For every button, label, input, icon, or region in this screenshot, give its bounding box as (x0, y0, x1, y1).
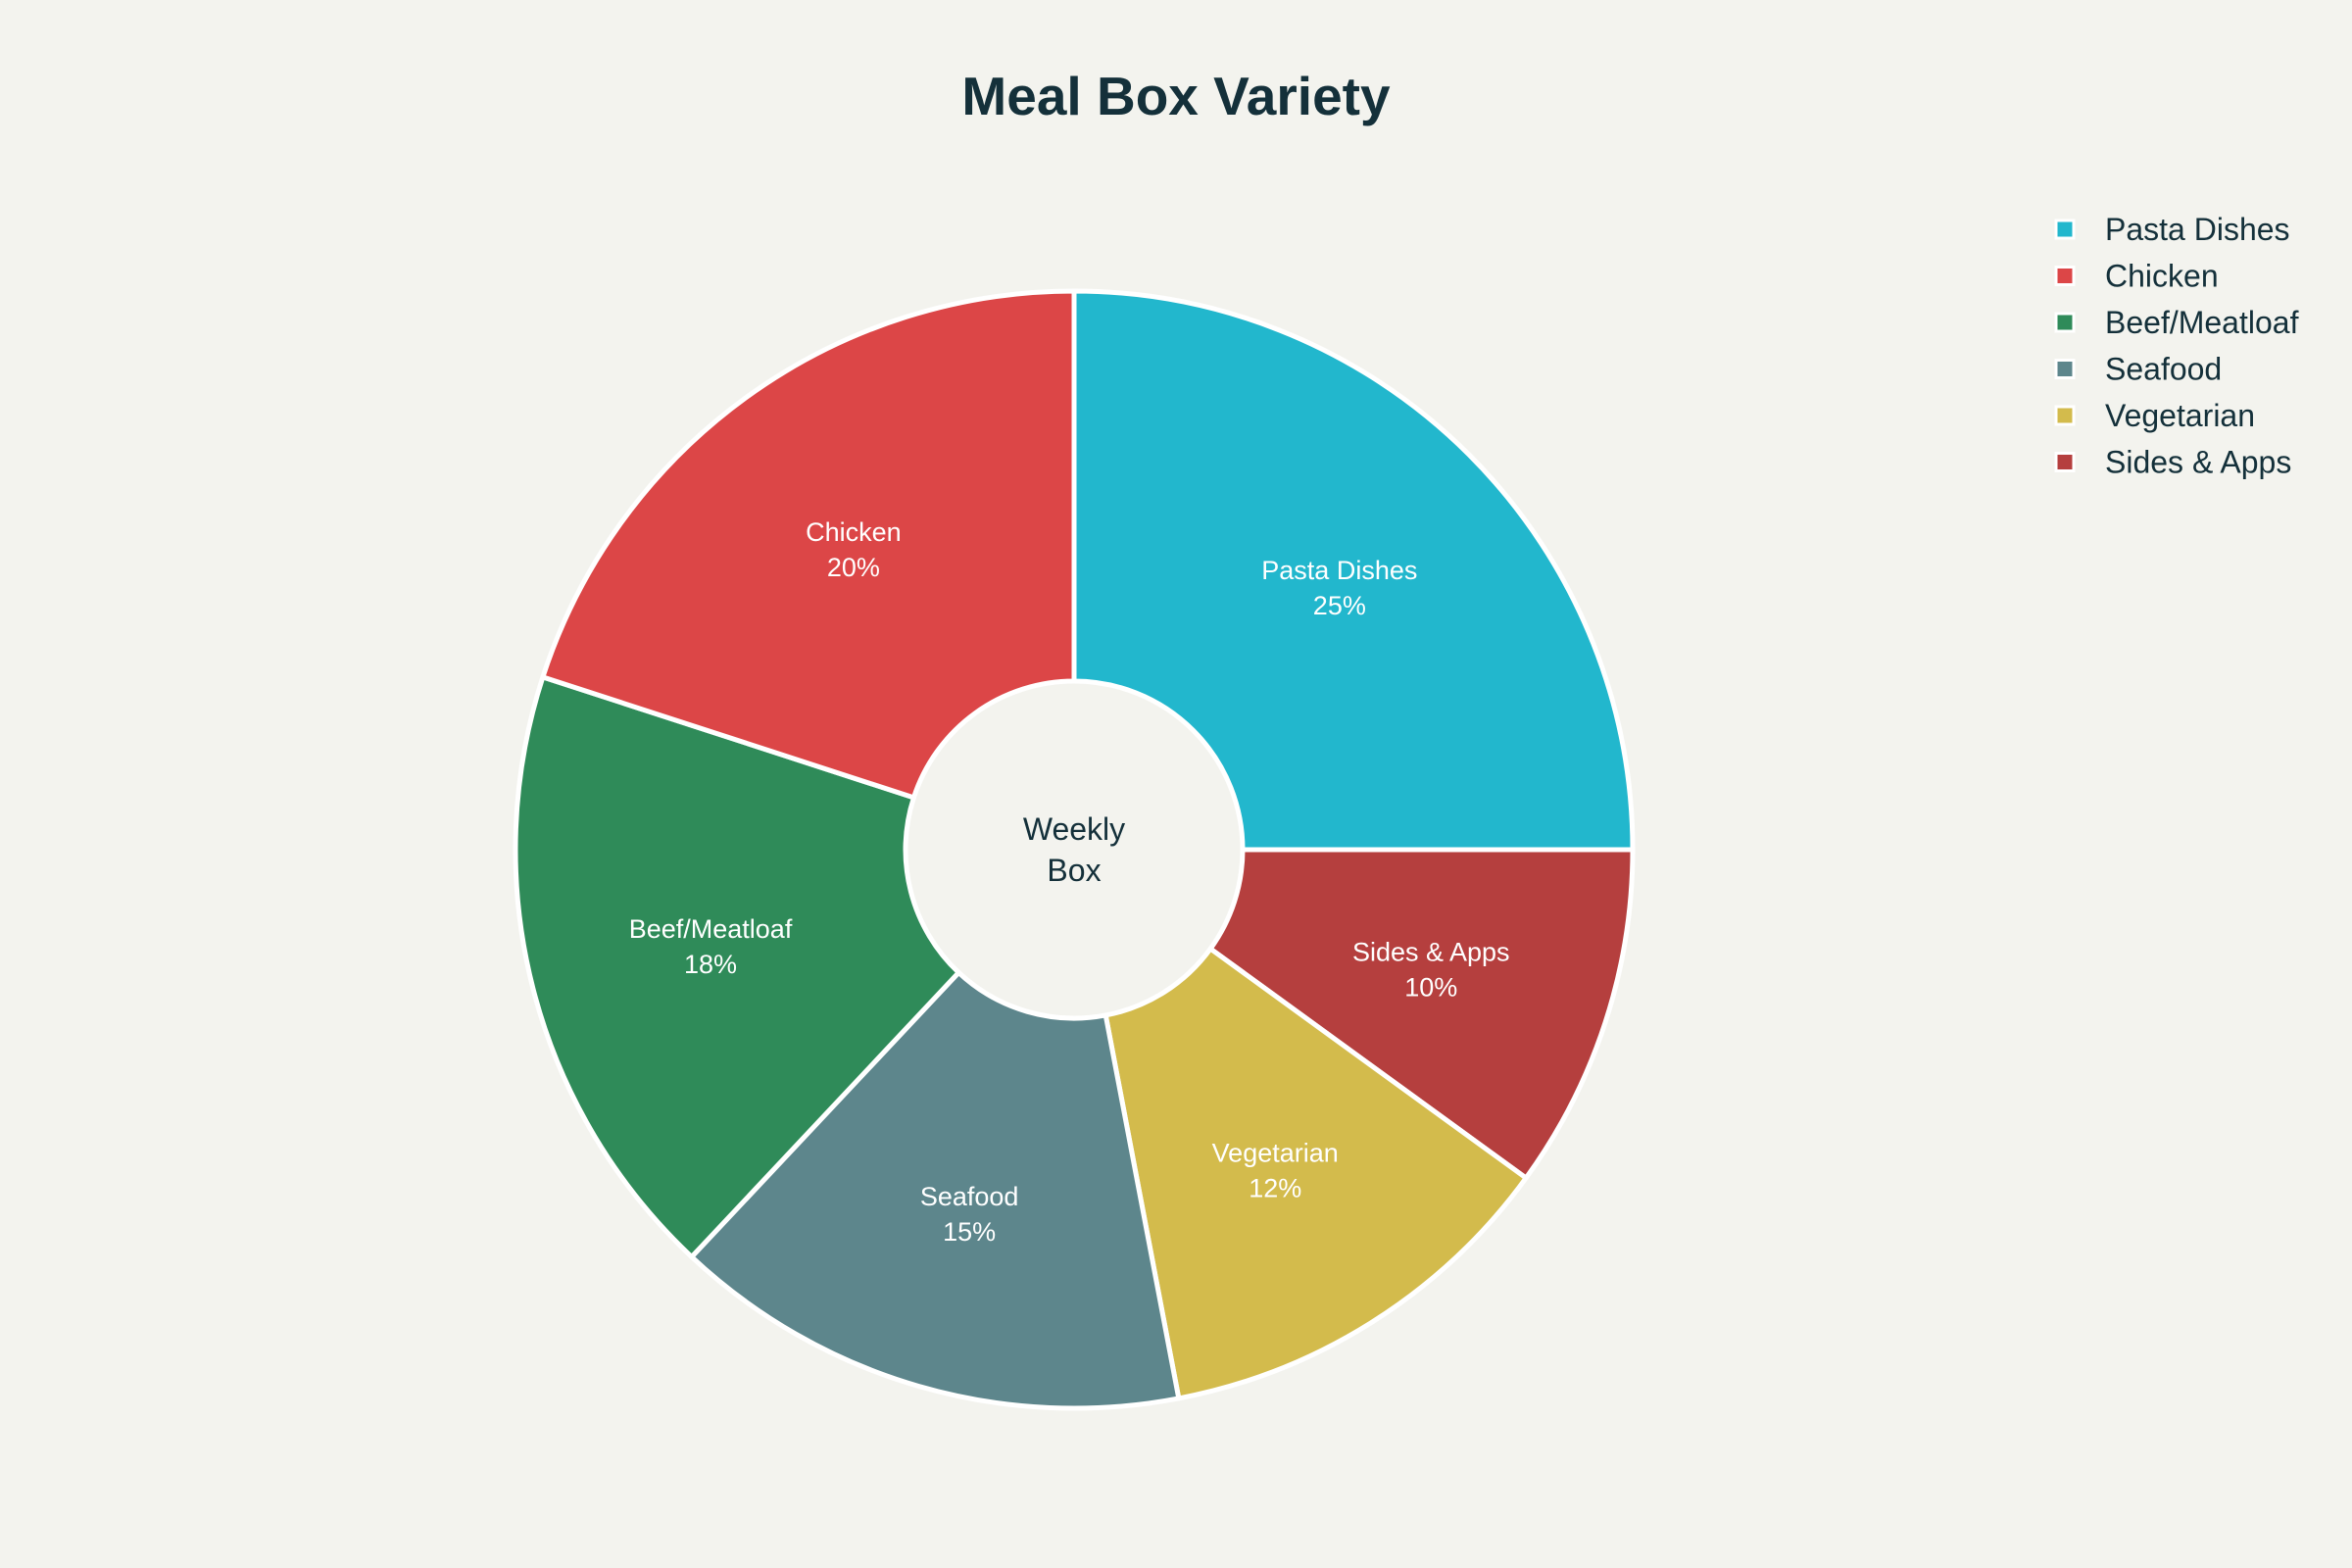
pie-slices (513, 288, 1636, 1411)
center-label-line-1: Weekly (1023, 811, 1125, 847)
slice-label-sides-apps: Sides & Apps (1352, 937, 1510, 966)
legend-swatch-sides-apps[interactable] (2054, 452, 2076, 472)
slice-label-beef-meatloaf: Beef/Meatloaf (629, 914, 793, 944)
slice-value-pasta-dishes: 25% (1313, 591, 1366, 620)
legend-label-chicken[interactable]: Chicken (2105, 259, 2219, 294)
center-label-line-2: Box (1047, 853, 1101, 888)
slice-seafood (689, 969, 1182, 1411)
legend-swatch-beef-meatloaf[interactable] (2054, 312, 2076, 333)
legend: Pasta Dishes Chicken Beef/Meatloaf Seafood V… (2054, 212, 2299, 480)
slice-value-chicken: 20% (827, 553, 880, 582)
legend-label-vegetarian[interactable]: Vegetarian (2105, 398, 2255, 433)
slice-value-seafood: 15% (943, 1217, 996, 1247)
slice-vegetarian (1102, 946, 1529, 1401)
slice-label-vegetarian: Vegetarian (1212, 1138, 1339, 1167)
legend-label-beef-meatloaf[interactable]: Beef/Meatloaf (2105, 305, 2299, 340)
slice-label-pasta-dishes: Pasta Dishes (1261, 556, 1417, 585)
slice-chicken (540, 288, 1077, 801)
slice-label-seafood: Seafood (920, 1182, 1019, 1211)
chart-title: Meal Box Variety (961, 66, 1391, 126)
legend-label-seafood[interactable]: Seafood (2105, 352, 2222, 387)
slice-value-vegetarian: 12% (1249, 1173, 1301, 1202)
slice-label-chicken: Chicken (806, 517, 902, 547)
slice-pasta-dishes (1071, 288, 1636, 853)
slice-sides-apps (1207, 847, 1636, 1181)
legend-label-pasta-dishes[interactable]: Pasta Dishes (2105, 212, 2290, 247)
slice-labels: Pasta Dishes 25% Sides & Apps 10% Vegetarian… (629, 517, 1510, 1247)
slice-beef-meatloaf (513, 674, 961, 1260)
slice-value-beef-meatloaf: 18% (684, 950, 737, 979)
legend-swatch-vegetarian[interactable] (2054, 405, 2076, 426)
center-label: Weekly Box (1023, 811, 1125, 888)
legend-label-sides-apps[interactable]: Sides & Apps (2105, 445, 2291, 480)
slice-value-sides-apps: 10% (1404, 972, 1457, 1002)
legend-swatch-chicken[interactable] (2054, 266, 2076, 286)
legend-swatch-pasta-dishes[interactable] (2054, 219, 2076, 240)
legend-swatch-seafood[interactable] (2054, 359, 2076, 379)
